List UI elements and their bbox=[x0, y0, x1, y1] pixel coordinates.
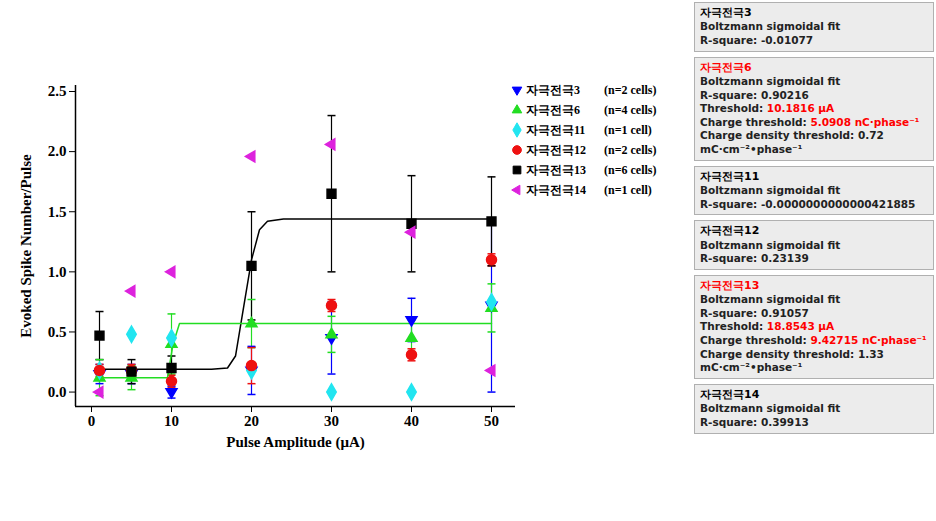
html-text:Threshold: 10.1816 μA: Threshold: 10.1816 μA bbox=[700, 102, 835, 115]
svg-text:0.5: 0.5 bbox=[48, 324, 67, 340]
html-text:(n=4 cells): (n=4 cells) bbox=[604, 102, 657, 117]
html-text:R-square: 0.39913: R-square: 0.39913 bbox=[700, 416, 809, 428]
svg-text:0: 0 bbox=[88, 413, 96, 429]
svg-text:2.5: 2.5 bbox=[48, 83, 67, 99]
html-text:자극전극12: 자극전극12 bbox=[526, 142, 586, 157]
html-text:(n=6 cells): (n=6 cells) bbox=[604, 162, 657, 177]
html-text:R-square: -0.01077: R-square: -0.01077 bbox=[700, 33, 814, 46]
html-text:Charge threshold: 5.0908 nC·ph: Charge threshold: 5.0908 nC·phase⁻¹ bbox=[700, 115, 920, 128]
svg-text:30: 30 bbox=[324, 413, 339, 429]
html-text:Boltzmann sigmoidal fit: Boltzmann sigmoidal fit bbox=[700, 20, 841, 33]
html-text:Charge density threshold: 1.33: Charge density threshold: 1.33 mC·cm⁻²•p… bbox=[700, 347, 884, 374]
html-text:Boltzmann sigmoidal fit: Boltzmann sigmoidal fit bbox=[700, 402, 841, 415]
html-text:Charge threshold: 9.42715 nC·p: Charge threshold: 9.42715 nC·phase⁻¹ bbox=[700, 334, 927, 347]
html-text:(n=1 cell): (n=1 cell) bbox=[604, 182, 652, 197]
html-text:Boltzmann sigmoidal fit: Boltzmann sigmoidal fit bbox=[700, 74, 841, 87]
html-text:R-square: 0.90216: R-square: 0.90216 bbox=[700, 88, 809, 101]
svg-text:50: 50 bbox=[484, 413, 499, 429]
html-text:(n=1 cell): (n=1 cell) bbox=[604, 122, 652, 137]
svg-text:1.0: 1.0 bbox=[48, 264, 67, 280]
svg-text:40: 40 bbox=[404, 413, 419, 429]
html-text:R-square: 0.91057: R-square: 0.91057 bbox=[700, 306, 809, 319]
html-text:자극전극6: 자극전극6 bbox=[526, 102, 580, 117]
svg-text:1.5: 1.5 bbox=[48, 204, 67, 220]
html-text:(n=2 cells): (n=2 cells) bbox=[604, 82, 657, 97]
html-text:자극전극3: 자극전극3 bbox=[700, 6, 752, 19]
html-text:자극전극6: 자극전극6 bbox=[700, 60, 752, 74]
svg-text:Pulse Amplitude (μA): Pulse Amplitude (μA) bbox=[226, 434, 365, 451]
html-text:자극전극3: 자극전극3 bbox=[526, 82, 580, 97]
html-text:Boltzmann sigmoidal fit: Boltzmann sigmoidal fit bbox=[700, 293, 841, 306]
svg-text:Evoked Spike Number/Pulse: Evoked Spike Number/Pulse bbox=[18, 154, 34, 338]
html-text:R-square: -0.00000000000004218: R-square: -0.0000000000000421885 bbox=[700, 197, 916, 210]
html-text:Boltzmann sigmoidal fit: Boltzmann sigmoidal fit bbox=[700, 184, 841, 196]
svg-text:10: 10 bbox=[164, 413, 179, 429]
html-text:자극전극13: 자극전극13 bbox=[700, 278, 760, 292]
html-text:R-square: 0.23139: R-square: 0.23139 bbox=[700, 252, 809, 265]
svg-text:20: 20 bbox=[244, 413, 259, 429]
html-text:Threshold: 18.8543 μA: Threshold: 18.8543 μA bbox=[700, 320, 835, 333]
html-text:자극전극14: 자극전극14 bbox=[526, 182, 586, 197]
html-text:자극전극11: 자극전극11 bbox=[700, 169, 760, 183]
svg-text:0.0: 0.0 bbox=[48, 384, 67, 400]
html-text:자극전극14: 자극전극14 bbox=[700, 388, 760, 401]
html-text:자극전극11: 자극전극11 bbox=[526, 122, 586, 137]
svg-text:2.0: 2.0 bbox=[48, 143, 67, 159]
html-text:(n=2 cells): (n=2 cells) bbox=[604, 142, 657, 157]
html-text:자극전극13: 자극전극13 bbox=[526, 162, 586, 177]
html-text:자극전극12: 자극전극12 bbox=[700, 224, 760, 238]
html-text:Boltzmann sigmoidal fit: Boltzmann sigmoidal fit bbox=[700, 238, 841, 251]
html-text:Charge density threshold: 0.72: Charge density threshold: 0.72 mC·cm⁻²•p… bbox=[700, 129, 884, 156]
